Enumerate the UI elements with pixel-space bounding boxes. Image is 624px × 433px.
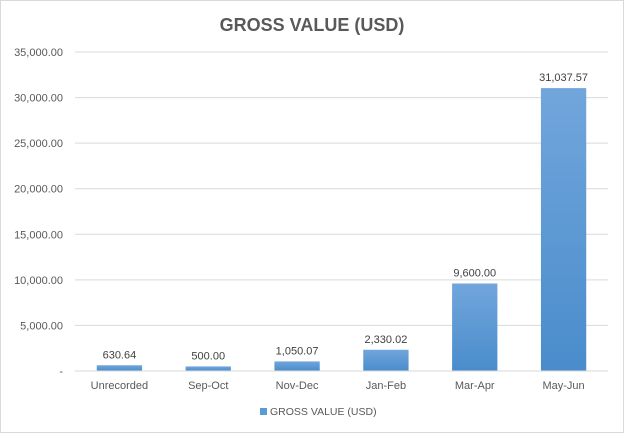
y-tick-label: 35,000.00 [14,47,63,59]
bar [185,366,231,371]
x-axis: Unrecorded Sep-Oct Nov-Dec Jan-Feb Mar-Apr Ma… [75,370,608,392]
x-tick-label: Nov-Dec [276,380,319,392]
bar [452,283,498,371]
x-tick-label: Mar-Apr [455,380,495,392]
data-label: 630.64 [103,349,137,361]
data-label: 31,037.57 [539,72,588,84]
x-tick-label: Unrecorded [91,380,148,392]
data-label: 2,330.02 [365,334,408,346]
y-tick-label: 10,000.00 [14,275,63,287]
legend: GROSS VALUE (USD) [260,406,377,418]
data-label: 500.00 [191,350,225,362]
data-label: 9,600.00 [453,268,496,280]
x-tick-label: May-Jun [542,380,584,392]
y-tick-label: 15,000.00 [14,229,63,241]
y-tick-label: 20,000.00 [14,184,63,196]
legend-label: GROSS VALUE (USD) [270,406,377,418]
x-tick-label: Jan-Feb [366,380,406,392]
y-tick-label: 30,000.00 [14,93,63,105]
bar [274,361,320,371]
chart-title: GROSS VALUE (USD) [220,15,405,35]
bar [96,365,143,371]
data-label: 1,050.07 [276,345,319,357]
gridlines [75,51,608,372]
bar [540,88,587,371]
y-tick-label: - [59,366,63,378]
bar [363,349,409,371]
legend-swatch [260,408,267,415]
bars: 630.64 500.00 1,050.07 2,330.02 9,600.00 31,0… [96,72,588,371]
x-tick-label: Sep-Oct [188,380,228,392]
y-tick-label: 5,000.00 [20,320,63,332]
y-axis: - 5,000.00 10,000.00 15,000.00 20,000.00 25,0… [14,47,63,378]
y-tick-label: 25,000.00 [14,138,63,150]
